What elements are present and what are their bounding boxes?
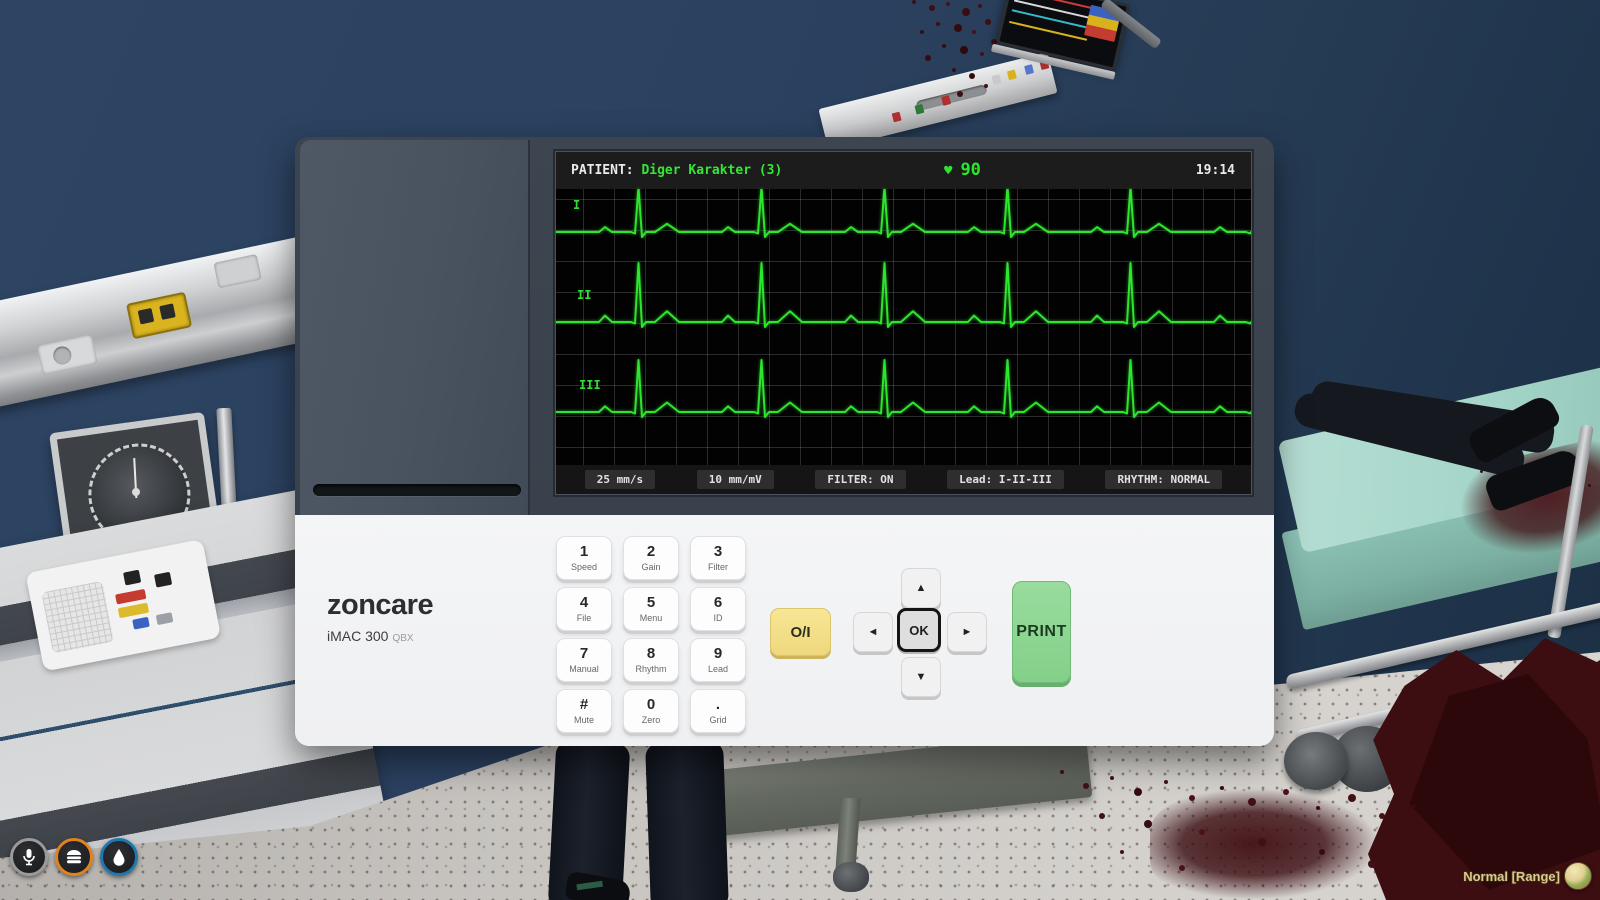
speaker-grille	[41, 580, 115, 654]
rail-marker	[1006, 69, 1017, 81]
watermark-text: Normal [Range]	[1463, 868, 1560, 884]
arrow-down-icon: ▼	[915, 671, 927, 683]
brand-logo: zoncare	[327, 589, 434, 621]
key-8-rhythm[interactable]: 8 Rhythm	[623, 638, 679, 682]
arrow-up-button[interactable]: ▲	[901, 568, 941, 608]
nurse-call-panel	[25, 539, 222, 672]
game-hud	[10, 838, 138, 876]
ecg-waveform-area: I II III	[556, 189, 1251, 465]
lead-label-3: III	[579, 378, 601, 392]
ecg-device-panel: PATIENT: Diger Karakter (3) ♥ 90 19:14 I …	[295, 137, 1274, 746]
key-0-zero[interactable]: 0 Zero	[623, 689, 679, 733]
device-upper-housing: PATIENT: Diger Karakter (3) ♥ 90 19:14 I …	[295, 137, 1274, 515]
patient-label: PATIENT:	[571, 163, 634, 178]
panel-button-black	[154, 571, 173, 588]
lead-chip: Lead: I-II-III	[947, 470, 1064, 489]
key-hash-mute[interactable]: # Mute	[556, 689, 612, 733]
key-4-file[interactable]: 4 File	[556, 587, 612, 631]
cart-wheel	[1284, 732, 1348, 790]
key-1-speed[interactable]: 1 Speed	[556, 536, 612, 580]
keypad: 1 Speed 2 Gain 3 Filter 4 File 5 Menu 6 ID 7 Ma…	[556, 536, 746, 733]
brand-block: zoncare iMAC 300 QBX	[327, 589, 434, 644]
rail-marker	[991, 74, 1002, 86]
panel-button-black	[123, 569, 142, 586]
screen-status-bar: 25 mm/s 10 mm/mV FILTER: ON Lead: I-II-I…	[556, 465, 1251, 494]
key-dot-grid[interactable]: . Grid	[690, 689, 746, 733]
gain-chip: 10 mm/mV	[696, 470, 774, 489]
patient-name: Diger Karakter (3)	[641, 163, 783, 178]
blood-specks-wall	[912, 0, 916, 4]
burger-icon	[67, 850, 81, 864]
ecg-screen: PATIENT: Diger Karakter (3) ♥ 90 19:14 I …	[556, 152, 1251, 494]
heart-rate-value: 90	[960, 160, 981, 180]
arrow-right-icon: ►	[961, 626, 973, 638]
arrow-down-button[interactable]: ▼	[901, 657, 941, 697]
server-watermark: Normal [Range]	[1463, 862, 1592, 890]
lead-label-2: II	[577, 288, 592, 302]
clock: 19:14	[1195, 163, 1235, 178]
panel-button-gray	[155, 612, 174, 626]
rhythm-chip: RHYTHM: NORMAL	[1105, 470, 1223, 489]
heart-rate: ♥ 90	[944, 160, 981, 180]
rail-slot	[915, 84, 988, 112]
key-5-menu[interactable]: 5 Menu	[623, 587, 679, 631]
screen-header: PATIENT: Diger Karakter (3) ♥ 90 19:14	[556, 152, 1251, 190]
droplet-icon	[113, 849, 125, 866]
heart-icon: ♥	[944, 163, 953, 179]
model-suffix: QBX	[392, 633, 414, 644]
panel-button-blue	[132, 616, 150, 630]
ecg-traces	[556, 189, 1251, 418]
key-2-gain[interactable]: 2 Gain	[623, 536, 679, 580]
panel-button-red	[115, 588, 147, 605]
cart-caster	[833, 862, 869, 892]
model-name: iMAC 300 QBX	[327, 628, 433, 644]
power-button[interactable]: O/I	[770, 608, 831, 656]
ok-button[interactable]: OK	[897, 608, 941, 652]
blood-splatter-dots	[1060, 770, 1064, 774]
speed-chip: 25 mm/s	[584, 470, 656, 489]
microphone-icon	[23, 849, 35, 866]
panel-button-yellow	[117, 602, 150, 619]
wall-outlet-yellow	[126, 291, 193, 340]
print-button[interactable]: PRINT	[1012, 581, 1071, 683]
key-3-filter[interactable]: 3 Filter	[690, 536, 746, 580]
patient-info: PATIENT: Diger Karakter (3)	[571, 163, 782, 178]
blood-splatter	[1150, 788, 1380, 900]
wall-plate	[213, 253, 262, 289]
arrow-up-icon: ▲	[915, 582, 927, 594]
taco-icon	[1564, 862, 1592, 890]
arrow-left-button[interactable]: ◄	[853, 612, 893, 652]
rail-marker	[1024, 64, 1035, 75]
arrow-left-icon: ◄	[867, 626, 879, 638]
key-6-id[interactable]: 6 ID	[690, 587, 746, 631]
printer-slot	[313, 484, 521, 496]
filter-chip: FILTER: ON	[815, 470, 906, 489]
arrow-right-button[interactable]: ►	[947, 612, 987, 652]
thirst-status-indicator	[100, 838, 138, 876]
lead-label-1: I	[573, 198, 581, 212]
voice-status-indicator	[10, 838, 48, 876]
device-side-panel	[300, 140, 530, 515]
key-7-manual[interactable]: 7 Manual	[556, 638, 612, 682]
standing-person-leg	[645, 740, 729, 900]
rail-marker	[891, 111, 902, 123]
hunger-status-indicator	[55, 838, 93, 876]
wall-outlet	[36, 333, 98, 375]
key-9-lead[interactable]: 9 Lead	[690, 638, 746, 682]
device-control-panel: zoncare iMAC 300 QBX 1 Speed 2 Gain 3 Filter…	[295, 515, 1274, 746]
model-number: iMAC 300	[327, 628, 389, 644]
